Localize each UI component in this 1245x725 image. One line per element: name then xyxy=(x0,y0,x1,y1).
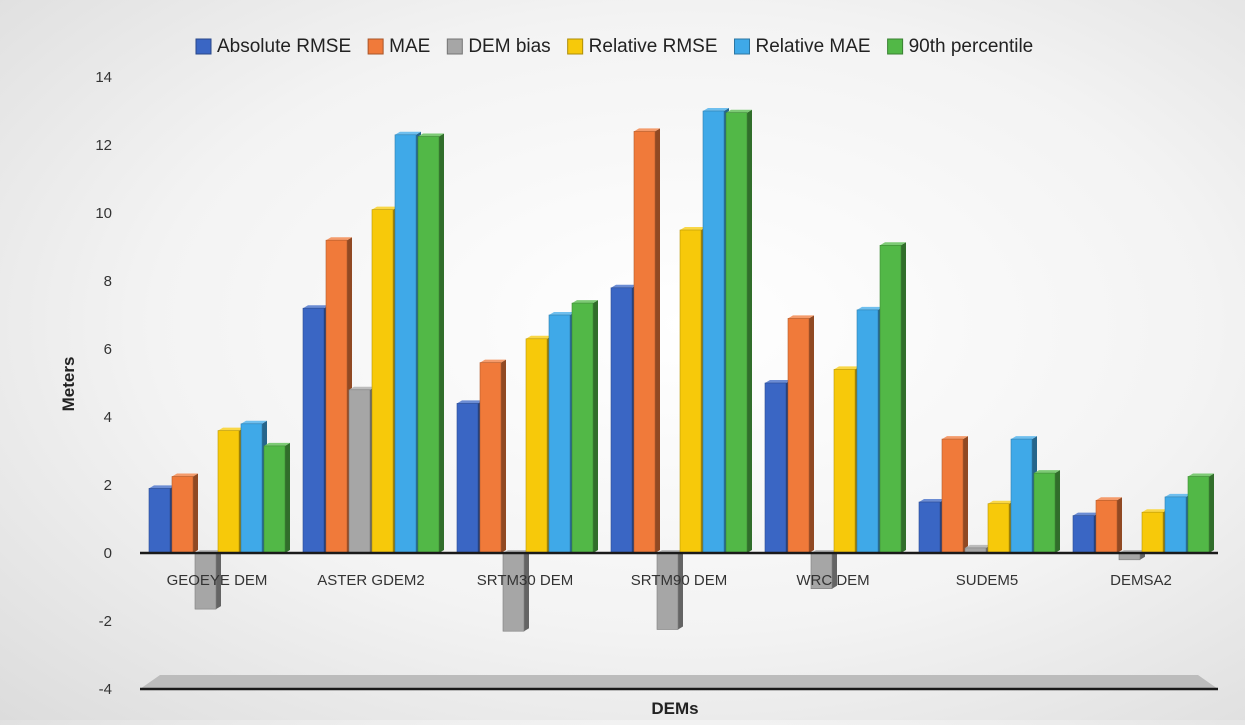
bar-relative-rmse-wrc-dem xyxy=(833,366,860,554)
legend-swatch xyxy=(567,38,584,55)
x-category-label: DEMSA2 xyxy=(1110,572,1172,589)
y-tick-label: 0 xyxy=(104,545,112,562)
y-tick-label: -2 xyxy=(99,613,112,630)
bar-90th-percentile-srtm90-dem xyxy=(725,109,752,554)
bar-relative-rmse-aster-gdem2 xyxy=(371,206,398,554)
legend-swatch xyxy=(446,38,463,55)
bar-mae-aster-gdem2 xyxy=(325,237,352,554)
legend-label: MAE xyxy=(389,36,430,57)
bar-relative-rmse-sudem5 xyxy=(987,500,1014,554)
bar-90th-percentile-demsa2 xyxy=(1187,473,1214,554)
bar-mae-srtm90-dem xyxy=(633,128,660,554)
y-axis: -4 -2 0 2 4 6 8 10 12 14 xyxy=(95,69,112,698)
x-category-label: ASTER GDEM2 xyxy=(317,572,425,589)
legend-item-relative-rmse: Relative RMSE xyxy=(567,36,718,57)
bar-absolute-rmse-demsa2 xyxy=(1072,512,1099,554)
bar-relative-mae-srtm90-dem xyxy=(702,108,729,554)
bar-relative-rmse-geoeye-dem xyxy=(217,427,244,554)
bar-dem-bias-aster-gdem2 xyxy=(348,386,375,554)
bar-absolute-rmse-srtm30-dem xyxy=(456,400,483,554)
x-axis: GEOEYE DEM ASTER GDEM2 SRTM30 DEM SRTM90 DE… xyxy=(140,551,1218,589)
legend-item-mae: MAE xyxy=(367,36,430,57)
bar-mae-sudem5 xyxy=(941,436,968,554)
bar-90th-percentile-aster-gdem2 xyxy=(417,133,444,554)
chart-floor xyxy=(140,675,1218,691)
bar-relative-mae-geoeye-dem xyxy=(240,420,267,554)
legend-swatch xyxy=(195,38,212,55)
y-tick-label: 10 xyxy=(95,205,112,222)
legend: Absolute RMSE MAE DEM bias Relative RMSE Rel… xyxy=(195,36,1034,57)
legend-label: Relative MAE xyxy=(756,36,871,57)
bar-dem-bias-srtm30-dem xyxy=(502,550,529,632)
legend-item-dem-bias: DEM bias xyxy=(446,36,551,57)
x-category-label: GEOEYE DEM xyxy=(167,572,268,589)
bar-mae-wrc-dem xyxy=(787,315,814,554)
legend-swatch xyxy=(734,38,750,55)
y-tick-label: -4 xyxy=(99,681,112,698)
y-tick-label: 12 xyxy=(95,137,112,154)
legend-label: DEM bias xyxy=(468,36,550,57)
x-category-label: SRTM30 DEM xyxy=(477,572,573,589)
y-tick-label: 4 xyxy=(104,409,112,426)
legend-swatch xyxy=(887,38,904,55)
bar-absolute-rmse-srtm90-dem xyxy=(610,284,637,554)
y-tick-label: 8 xyxy=(104,273,112,290)
legend-swatch xyxy=(367,38,384,55)
bar-relative-mae-srtm30-dem xyxy=(548,312,575,554)
bar-absolute-rmse-aster-gdem2 xyxy=(302,305,329,554)
bar-relative-mae-wrc-dem xyxy=(856,306,883,554)
bar-mae-geoeye-dem xyxy=(171,473,198,554)
bar-90th-percentile-wrc-dem xyxy=(879,242,906,554)
bar-dem-bias-srtm90-dem xyxy=(656,550,683,630)
y-tick-label: 2 xyxy=(104,477,112,494)
bar-dem-bias-demsa2 xyxy=(1118,550,1145,561)
bar-mae-demsa2 xyxy=(1095,497,1122,554)
legend-item-relative-mae: Relative MAE xyxy=(734,36,871,57)
legend-item-90th-percentile: 90th percentile xyxy=(887,36,1034,57)
bar-90th-percentile-srtm30-dem xyxy=(571,300,598,554)
legend-item-absolute-rmse: Absolute RMSE xyxy=(195,36,351,57)
bar-mae-srtm30-dem xyxy=(479,359,506,554)
bar-relative-rmse-srtm30-dem xyxy=(525,335,552,554)
bar-90th-percentile-sudem5 xyxy=(1033,470,1060,554)
x-axis-title: DEMs xyxy=(651,699,698,718)
legend-label: Absolute RMSE xyxy=(217,36,351,57)
bar-absolute-rmse-geoeye-dem xyxy=(148,485,175,554)
legend-label: Relative RMSE xyxy=(589,36,718,57)
floor-band xyxy=(140,675,1218,689)
legend-label: 90th percentile xyxy=(909,36,1034,57)
y-tick-label: 6 xyxy=(104,341,112,358)
y-axis-title: Meters xyxy=(59,357,78,412)
bar-absolute-rmse-wrc-dem xyxy=(764,380,791,554)
bar-relative-mae-demsa2 xyxy=(1164,493,1191,554)
bar-absolute-rmse-sudem5 xyxy=(918,499,945,554)
x-category-label: WRC DEM xyxy=(796,572,869,589)
x-category-label: SRTM90 DEM xyxy=(631,572,727,589)
bar-relative-rmse-demsa2 xyxy=(1141,509,1168,554)
bar-90th-percentile-geoeye-dem xyxy=(263,442,290,554)
bar-relative-mae-aster-gdem2 xyxy=(394,131,421,554)
y-tick-label: 14 xyxy=(95,69,112,86)
bar-relative-mae-sudem5 xyxy=(1010,436,1037,554)
x-category-label: SUDEM5 xyxy=(956,572,1019,589)
bars xyxy=(148,108,1214,632)
bar-relative-rmse-srtm90-dem xyxy=(679,227,706,554)
